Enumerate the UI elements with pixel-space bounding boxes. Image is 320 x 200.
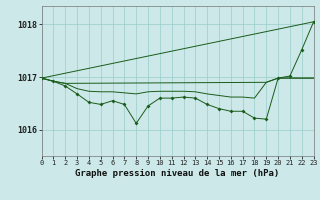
- X-axis label: Graphe pression niveau de la mer (hPa): Graphe pression niveau de la mer (hPa): [76, 169, 280, 178]
